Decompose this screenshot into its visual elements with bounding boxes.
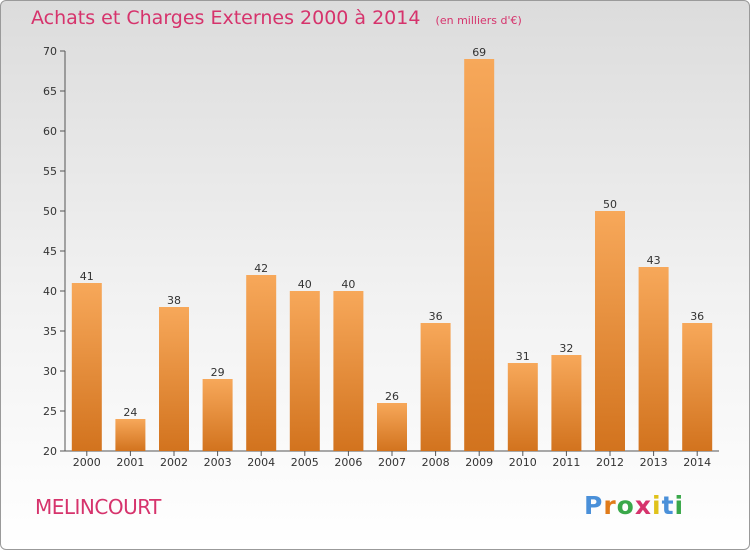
bar	[420, 323, 451, 451]
bar	[333, 291, 364, 451]
value-label: 26	[385, 390, 399, 403]
bar	[289, 291, 320, 451]
x-tick-label: 2001	[116, 456, 144, 469]
y-tick-label: 40	[43, 285, 57, 298]
x-tick-label: 2012	[596, 456, 624, 469]
value-label: 24	[123, 406, 137, 419]
bar	[638, 267, 669, 451]
logo-letter: r	[603, 491, 617, 520]
chart-header: Achats et Charges Externes 2000 à 2014 (…	[31, 7, 522, 29]
value-label: 36	[690, 310, 704, 323]
logo-letter: i	[652, 491, 662, 520]
x-tick-label: 2005	[291, 456, 319, 469]
y-tick-label: 45	[43, 245, 57, 258]
bar	[202, 379, 233, 451]
value-label: 69	[472, 46, 486, 59]
logo-letter: o	[616, 491, 635, 520]
y-tick-label: 50	[43, 205, 57, 218]
bar	[464, 59, 495, 451]
value-label: 41	[80, 270, 94, 283]
x-tick-label: 2008	[422, 456, 450, 469]
bar	[551, 355, 582, 451]
y-tick-label: 65	[43, 85, 57, 98]
value-label: 29	[211, 366, 225, 379]
logo-letter: t	[661, 491, 675, 520]
y-tick-label: 25	[43, 405, 57, 418]
chart-title: Achats et Charges Externes 2000 à 2014	[31, 7, 421, 29]
bar	[377, 403, 407, 451]
logo-letter: P	[584, 491, 604, 520]
x-tick-label: 2010	[509, 456, 537, 469]
y-tick-label: 30	[43, 365, 57, 378]
value-label: 42	[254, 262, 268, 275]
bar	[507, 363, 538, 451]
bar	[246, 275, 277, 451]
value-label: 50	[603, 198, 617, 211]
value-label: 40	[298, 278, 312, 291]
x-tick-label: 2007	[378, 456, 406, 469]
bar	[115, 419, 146, 451]
bar	[595, 211, 625, 451]
value-label: 43	[647, 254, 661, 267]
x-tick-label: 2013	[640, 456, 668, 469]
x-tick-label: 2011	[552, 456, 580, 469]
y-tick-label: 55	[43, 165, 57, 178]
value-label: 31	[516, 350, 530, 363]
chart-unit: (en milliers d'€)	[435, 14, 522, 27]
logo-letter: i	[674, 491, 685, 520]
y-tick-label: 35	[43, 325, 57, 338]
x-tick-label: 2002	[160, 456, 188, 469]
y-tick-label: 20	[43, 445, 57, 458]
commune-name: MELINCOURT	[35, 495, 161, 519]
logo-letter: x	[634, 491, 652, 520]
bar	[71, 283, 102, 451]
x-tick-label: 2000	[73, 456, 101, 469]
x-tick-label: 2003	[204, 456, 232, 469]
value-label: 40	[341, 278, 355, 291]
x-tick-label: 2009	[465, 456, 493, 469]
y-tick-label: 70	[43, 45, 57, 58]
proxiti-logo: Proxiti	[584, 491, 684, 520]
bar	[682, 323, 713, 451]
x-tick-label: 2004	[247, 456, 275, 469]
y-tick-label: 60	[43, 125, 57, 138]
value-label: 38	[167, 294, 181, 307]
x-tick-label: 2006	[334, 456, 362, 469]
value-label: 36	[429, 310, 443, 323]
bar	[159, 307, 189, 451]
x-tick-label: 2014	[683, 456, 711, 469]
value-label: 32	[559, 342, 573, 355]
